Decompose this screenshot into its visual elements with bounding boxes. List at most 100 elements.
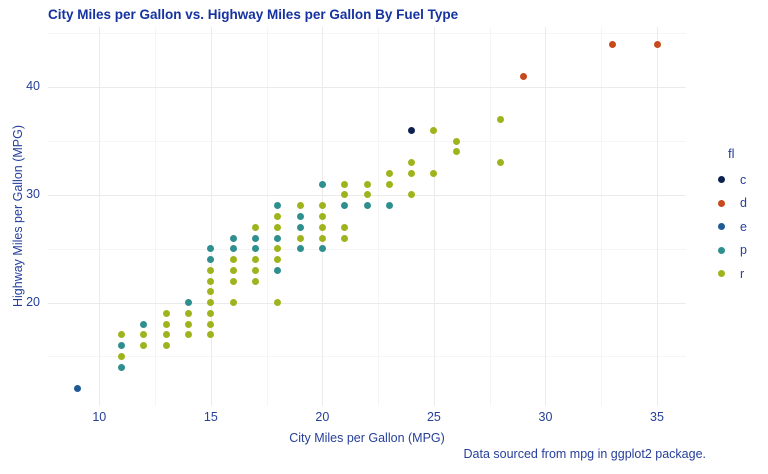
- data-point-p: [229, 245, 237, 253]
- legend-swatch-icon: [718, 270, 725, 277]
- data-point-r: [207, 320, 215, 328]
- legend-label: c: [740, 172, 747, 187]
- data-point-r: [251, 223, 259, 231]
- minor-gridline: [155, 27, 157, 406]
- x-tick-label: 25: [426, 410, 441, 424]
- data-point-r: [408, 169, 416, 177]
- data-point-r: [430, 169, 438, 177]
- data-point-r: [274, 299, 282, 307]
- data-point-r: [251, 266, 259, 274]
- y-axis-title: Highway Miles per Gallon (MPG): [11, 125, 25, 307]
- data-point-r: [452, 137, 460, 145]
- y-tick-label: 40: [26, 79, 40, 94]
- data-point-r: [251, 277, 259, 285]
- data-point-r: [274, 256, 282, 264]
- data-point-p: [207, 256, 215, 264]
- minor-gridline: [48, 33, 686, 35]
- data-point-r: [341, 223, 349, 231]
- data-point-p: [274, 234, 282, 242]
- data-point-r: [185, 309, 193, 317]
- legend-label: e: [740, 219, 747, 234]
- minor-gridline: [48, 248, 686, 250]
- data-point-r: [296, 234, 304, 242]
- data-point-r: [229, 277, 237, 285]
- data-point-p: [251, 245, 259, 253]
- data-point-r: [408, 159, 416, 167]
- data-point-r: [274, 213, 282, 220]
- minor-gridline: [266, 27, 268, 406]
- major-gridline: [545, 27, 547, 406]
- data-point-r: [363, 180, 371, 188]
- data-point-e: [73, 385, 81, 393]
- legend-label: d: [740, 196, 747, 210]
- data-point-p: [185, 299, 193, 307]
- data-point-r: [118, 352, 126, 360]
- data-point-r: [185, 331, 193, 339]
- major-gridline: [48, 302, 686, 304]
- x-tick-label: 15: [203, 410, 218, 424]
- data-point-d: [608, 40, 616, 48]
- legend-label: p: [740, 243, 747, 257]
- data-point-r: [118, 331, 126, 339]
- data-point-d: [653, 40, 661, 48]
- data-point-r: [430, 126, 438, 134]
- data-point-r: [318, 213, 326, 220]
- data-point-r: [207, 277, 215, 285]
- data-point-p: [318, 180, 326, 188]
- legend-label: r: [740, 266, 745, 281]
- data-point-p: [118, 342, 126, 350]
- data-point-r: [318, 202, 326, 210]
- y-tick-label: 20: [26, 294, 40, 309]
- data-point-r: [162, 331, 170, 339]
- legend-item-c: c: [718, 171, 766, 188]
- data-point-r: [140, 331, 148, 339]
- data-point-r: [207, 309, 215, 317]
- data-point-r: [452, 148, 460, 156]
- data-point-r: [341, 191, 349, 199]
- legend-item-r: r: [718, 265, 766, 282]
- data-point-p: [385, 202, 393, 210]
- data-point-p: [318, 245, 326, 253]
- legend-swatch-icon: [718, 246, 725, 254]
- legend-item-d: d: [718, 195, 766, 212]
- data-point-r: [229, 299, 237, 307]
- legend-swatch-icon: [718, 176, 725, 183]
- minor-gridline: [48, 356, 686, 358]
- data-point-p: [274, 266, 282, 274]
- caption: Data sourced from mpg in ggplot2 package…: [463, 447, 707, 461]
- chart-title: City Miles per Gallon vs. Highway Miles …: [48, 7, 459, 22]
- data-point-r: [385, 169, 393, 177]
- data-point-r: [408, 191, 416, 199]
- data-point-r: [251, 256, 259, 264]
- legend-item-p: p: [718, 242, 766, 259]
- data-point-d: [519, 73, 527, 81]
- data-point-r: [296, 202, 304, 210]
- data-point-r: [162, 342, 170, 350]
- major-gridline: [99, 27, 101, 406]
- data-point-r: [363, 191, 371, 199]
- x-tick-label: 35: [650, 410, 664, 424]
- data-point-r: [341, 180, 349, 188]
- major-gridline: [433, 27, 435, 406]
- data-point-p: [207, 245, 215, 253]
- data-point-r: [229, 266, 237, 274]
- y-tick-label: 30: [26, 186, 40, 201]
- data-point-p: [118, 363, 126, 371]
- data-point-r: [385, 180, 393, 188]
- data-point-p: [296, 223, 304, 231]
- data-point-r: [207, 331, 215, 339]
- data-point-r: [497, 159, 505, 167]
- legend-item-e: e: [718, 218, 766, 235]
- data-point-r: [318, 234, 326, 242]
- x-tick-label: 20: [315, 410, 330, 424]
- data-point-r: [207, 299, 215, 307]
- major-gridline: [210, 27, 212, 406]
- data-point-r: [162, 320, 170, 328]
- data-point-r: [207, 288, 215, 296]
- data-point-r: [341, 234, 349, 242]
- data-point-r: [274, 223, 282, 231]
- major-gridline: [48, 87, 686, 89]
- legend-swatch-icon: [718, 223, 725, 230]
